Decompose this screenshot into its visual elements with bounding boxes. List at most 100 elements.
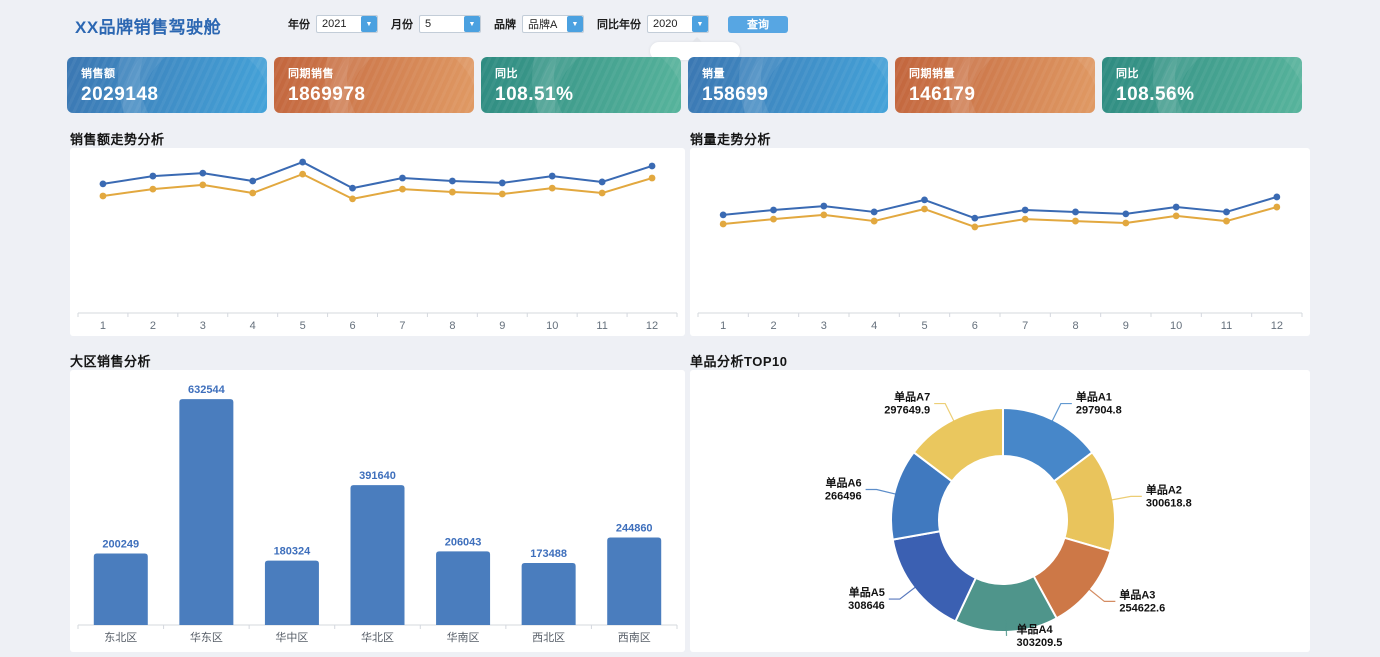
label-leader-line: [1088, 588, 1116, 603]
query-button[interactable]: 查询: [728, 15, 788, 33]
data-point-2020[interactable]: [249, 189, 257, 197]
filter-brand-label: 品牌: [494, 19, 516, 31]
label-leader-line: [1051, 402, 1072, 422]
data-point-2020[interactable]: [99, 192, 107, 200]
x-axis-tick-label: 华东区: [190, 630, 223, 644]
data-point-2020[interactable]: [870, 217, 878, 225]
year-select[interactable]: 2021 ▼: [316, 15, 378, 33]
data-point-2020[interactable]: [971, 223, 979, 231]
data-point-2020[interactable]: [448, 188, 456, 196]
data-point-2021[interactable]: [199, 169, 207, 177]
bar-华东区[interactable]: [179, 399, 234, 625]
pie-label-name: 单品A6: [826, 476, 862, 490]
data-point-2021[interactable]: [648, 162, 656, 170]
bar-value-label: 391640: [359, 470, 396, 482]
x-axis-tick-label: 11: [596, 320, 607, 332]
bar-西北区[interactable]: [521, 563, 576, 625]
brand-select[interactable]: 品牌A ▼: [522, 15, 584, 33]
pie-label-name: 单品A5: [849, 585, 885, 599]
chevron-down-icon[interactable]: ▼: [464, 16, 480, 32]
kpi-label: 同期销售: [288, 68, 334, 80]
data-point-2020[interactable]: [349, 195, 356, 203]
x-axis-tick-label: 6: [972, 320, 978, 332]
data-point-2021[interactable]: [1223, 208, 1230, 216]
kpi-card-prev-sales: 同期销售 1869978: [274, 57, 474, 113]
data-point-2020[interactable]: [399, 185, 406, 193]
chevron-down-icon[interactable]: ▼: [567, 16, 583, 32]
data-point-2020[interactable]: [648, 174, 656, 182]
data-point-2021[interactable]: [598, 178, 606, 186]
filter-bar: 年份 2021 ▼ 月份 5 ▼ 品牌 品牌A ▼ 同比年份 2020 ▼: [288, 15, 788, 33]
kpi-value: 2029148: [81, 84, 159, 105]
bar-value-label: 200249: [102, 538, 139, 550]
data-point-2021[interactable]: [1021, 206, 1029, 214]
kpi-label: 销售额: [81, 68, 116, 80]
compare-year-select[interactable]: 2020 ▼: [647, 15, 709, 33]
data-point-2020[interactable]: [1273, 203, 1281, 211]
data-point-2021[interactable]: [1072, 208, 1079, 216]
pie-label-value: 308646: [848, 600, 885, 612]
data-point-2020[interactable]: [598, 189, 606, 197]
data-point-2020[interactable]: [548, 184, 556, 192]
kpi-label: 同期销量: [909, 68, 955, 80]
data-point-2021[interactable]: [870, 208, 878, 216]
data-point-2020[interactable]: [199, 181, 207, 189]
pie-slice-单品A7[interactable]: [912, 407, 1004, 483]
filter-year: 年份 2021 ▼: [288, 15, 378, 33]
x-axis-tick-label: 10: [546, 320, 558, 332]
data-point-2021[interactable]: [1122, 210, 1130, 218]
x-axis-tick-label: 西北区: [532, 631, 565, 644]
data-point-2021[interactable]: [349, 184, 356, 192]
data-point-2020[interactable]: [1072, 217, 1079, 225]
bar-value-label: 244860: [616, 523, 653, 535]
data-point-2021[interactable]: [249, 177, 257, 185]
data-point-2020[interactable]: [1223, 217, 1230, 225]
data-point-2020[interactable]: [299, 170, 307, 178]
data-point-2021[interactable]: [921, 196, 928, 204]
data-point-2021[interactable]: [548, 172, 556, 180]
year-select-value: 2021: [322, 18, 347, 30]
bar-value-label: 632544: [188, 384, 226, 396]
chevron-down-icon[interactable]: ▼: [361, 16, 377, 32]
data-point-2021[interactable]: [149, 172, 157, 180]
data-point-2021[interactable]: [399, 174, 406, 182]
data-point-2021[interactable]: [971, 214, 979, 222]
kpi-value: 108.51%: [495, 84, 574, 105]
data-point-2021[interactable]: [820, 202, 828, 210]
data-point-2020[interactable]: [820, 211, 828, 219]
data-point-2020[interactable]: [498, 190, 506, 198]
data-point-2020[interactable]: [149, 185, 157, 193]
data-point-2021[interactable]: [448, 177, 456, 185]
data-point-2020[interactable]: [1122, 219, 1130, 227]
x-axis-tick-label: 5: [300, 320, 306, 332]
data-point-2021[interactable]: [1273, 193, 1281, 201]
data-point-2021[interactable]: [99, 180, 107, 188]
data-point-2020[interactable]: [770, 215, 777, 223]
data-point-2021[interactable]: [1172, 203, 1180, 211]
data-point-2020[interactable]: [719, 220, 727, 228]
month-select[interactable]: 5 ▼: [419, 15, 481, 33]
data-point-2021[interactable]: [719, 211, 727, 219]
line-series-2021: [723, 195, 1278, 220]
data-point-2021[interactable]: [498, 179, 506, 187]
line-series-2020: [102, 173, 653, 200]
data-point-2021[interactable]: [299, 158, 307, 166]
data-point-2021[interactable]: [770, 206, 777, 214]
data-point-2020[interactable]: [1172, 212, 1180, 220]
bar-华北区[interactable]: [350, 485, 405, 625]
data-point-2020[interactable]: [921, 205, 928, 213]
bar-value-label: 180324: [274, 546, 312, 558]
chevron-down-icon[interactable]: ▼: [692, 16, 708, 32]
bar-西南区[interactable]: [607, 537, 662, 625]
data-point-2020[interactable]: [1021, 215, 1029, 223]
pie-label-value: 300618.8: [1146, 497, 1192, 509]
pie-label-name: 单品A3: [1119, 587, 1155, 601]
kpi-value: 158699: [702, 84, 769, 105]
bar-东北区[interactable]: [93, 553, 148, 625]
bar-华中区[interactable]: [264, 560, 319, 625]
bar-华南区[interactable]: [436, 551, 491, 625]
section-title-sales-trend: 销售额走势分析: [70, 132, 165, 147]
x-axis-tick-label: 4: [871, 320, 877, 332]
kpi-value: 146179: [909, 84, 976, 105]
